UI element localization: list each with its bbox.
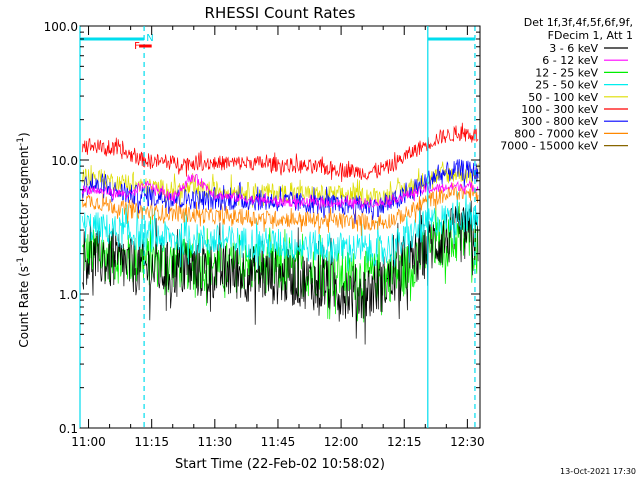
chart-title: RHESSI Count Rates [205, 4, 356, 22]
legend-label-6: 300 - 800 keV [521, 115, 598, 128]
x-tick-label-4: 12:00 [324, 435, 359, 449]
x-tick-label-6: 12:30 [450, 435, 485, 449]
series-line-3 [81, 191, 479, 272]
timestamp: 13-Oct-2021 17:30 [560, 467, 636, 476]
y-axis-label: Count Rate (s-1 detector segment-1) [16, 132, 31, 347]
series-line-7 [81, 180, 479, 236]
legend: Det 1f,3f,4f,5f,6f,9f, FDecim 1, Att 1 3… [500, 16, 633, 153]
x-tick-label-1: 11:15 [134, 435, 169, 449]
x-tick-label-5: 12:15 [387, 435, 422, 449]
y-axis-label-mid: detector segment [17, 146, 31, 257]
legend-header-line-1: Det 1f,3f,4f,5f,6f,9f, [524, 16, 633, 29]
legend-label-3: 25 - 50 keV [535, 79, 598, 92]
y-tick-label-3: 100.0 [44, 20, 78, 34]
series-line-2 [81, 202, 479, 323]
y-axis-label-sup2: -1 [16, 137, 26, 146]
x-tick-label-0: 11:00 [71, 435, 106, 449]
legend-label-5: 100 - 300 keV [521, 103, 598, 116]
series-line-0 [81, 200, 479, 345]
y-tick-label-2: 10.0 [51, 154, 78, 168]
y-axis-label-sup1: -1 [16, 257, 26, 266]
series-line-6 [81, 159, 479, 224]
y-axis-label-prefix: Count Rate (s [17, 266, 31, 348]
series-line-1 [81, 173, 479, 211]
flag-label-f: F [134, 41, 140, 52]
legend-label-8: 7000 - 15000 keV [500, 140, 598, 153]
y-tick-label-1: 1.0 [59, 288, 78, 302]
legend-label-7: 800 - 7000 keV [514, 127, 598, 140]
legend-label-2: 12 - 25 keV [535, 66, 598, 79]
y-axis-label-suffix: ) [17, 132, 31, 137]
legend-label-1: 6 - 12 keV [542, 54, 598, 67]
x-tick-label-2: 11:30 [198, 435, 233, 449]
legend-header-line-2: FDecim 1, Att 1 [548, 29, 633, 42]
flag-label-n: N [146, 33, 153, 44]
plot-layer: FN 0.1 1.0 10.0 100.0 11:00 11:15 11:30 11:45 12:… [44, 20, 485, 449]
y-tick-label-0: 0.1 [59, 422, 78, 436]
legend-label-4: 50 - 100 keV [528, 91, 598, 104]
x-tick-label-3: 11:45 [261, 435, 296, 449]
legend-label-0: 3 - 6 keV [549, 42, 598, 55]
x-axis-label: Start Time (22-Feb-02 10:58:02) [175, 457, 385, 472]
series-line-5 [81, 122, 479, 183]
